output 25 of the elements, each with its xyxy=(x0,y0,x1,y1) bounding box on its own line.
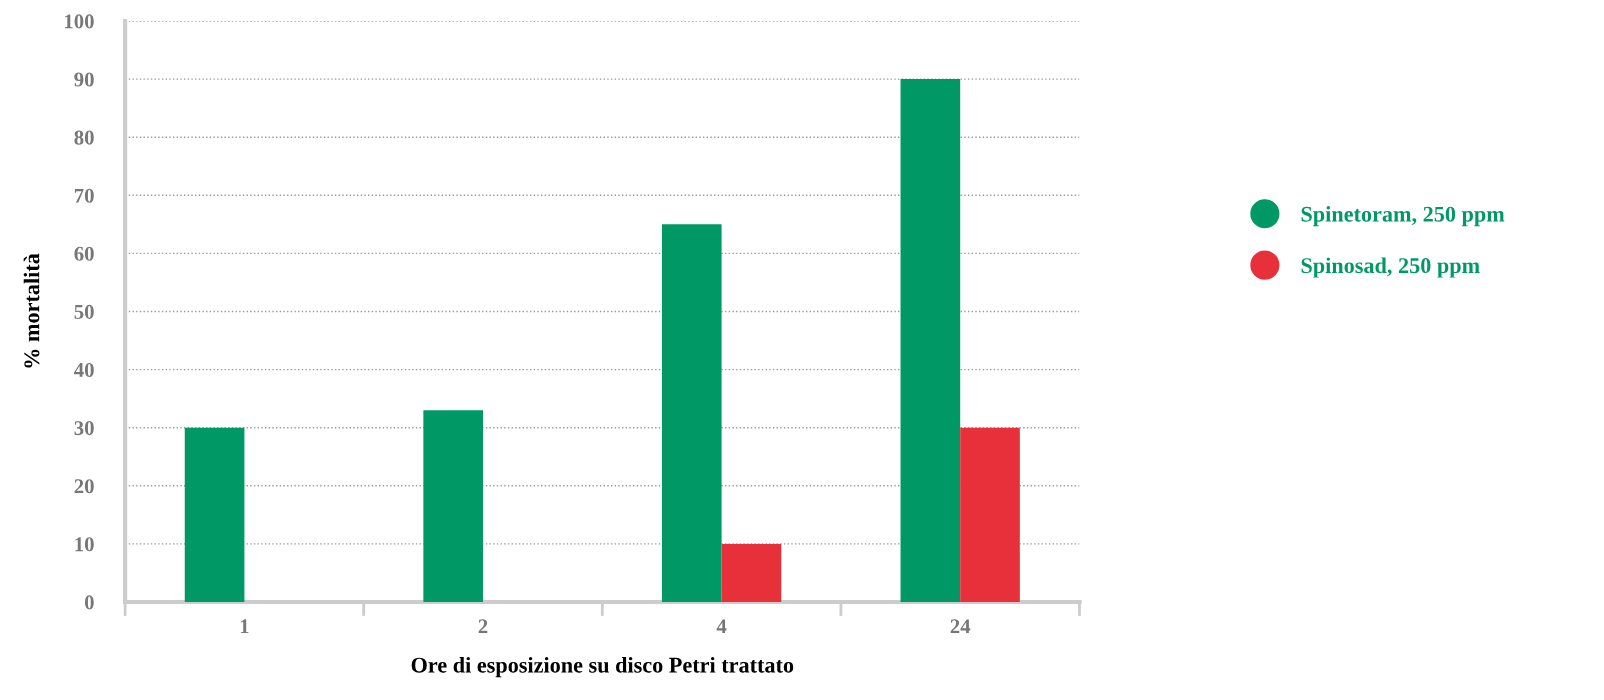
y-tick-label: 60 xyxy=(74,246,94,261)
y-tick-label: 20 xyxy=(74,479,94,494)
y-axis-title: % mortalità xyxy=(23,253,40,368)
x-tick-label: 2 xyxy=(478,619,488,634)
bar xyxy=(721,543,782,602)
y-tick-label: 0 xyxy=(84,595,94,610)
bar xyxy=(960,427,1020,602)
x-axis-title: Ore di esposizione su disco Petri trattato xyxy=(411,657,794,678)
y-tick-label: 40 xyxy=(74,362,94,378)
x-tick-label: 4 xyxy=(716,619,727,634)
y-tick-label: 70 xyxy=(74,188,94,203)
bar xyxy=(423,410,483,602)
bar xyxy=(661,224,722,602)
bar xyxy=(900,79,961,602)
y-tick-label: 90 xyxy=(74,72,94,87)
y-tick-label: 100 xyxy=(64,14,94,29)
y-tick-label: 30 xyxy=(74,421,94,436)
y-tick-label: 10 xyxy=(75,537,94,552)
y-tick-label: 80 xyxy=(74,130,94,145)
x-tick-label: 1 xyxy=(240,619,249,634)
y-tick-label: 50 xyxy=(74,304,94,319)
legend-label: Spinetoram, 250 ppm xyxy=(1301,206,1505,227)
legend-label: Spinosad, 250 ppm xyxy=(1301,257,1480,278)
bar xyxy=(184,427,245,602)
x-tick-label: 24 xyxy=(950,619,971,634)
